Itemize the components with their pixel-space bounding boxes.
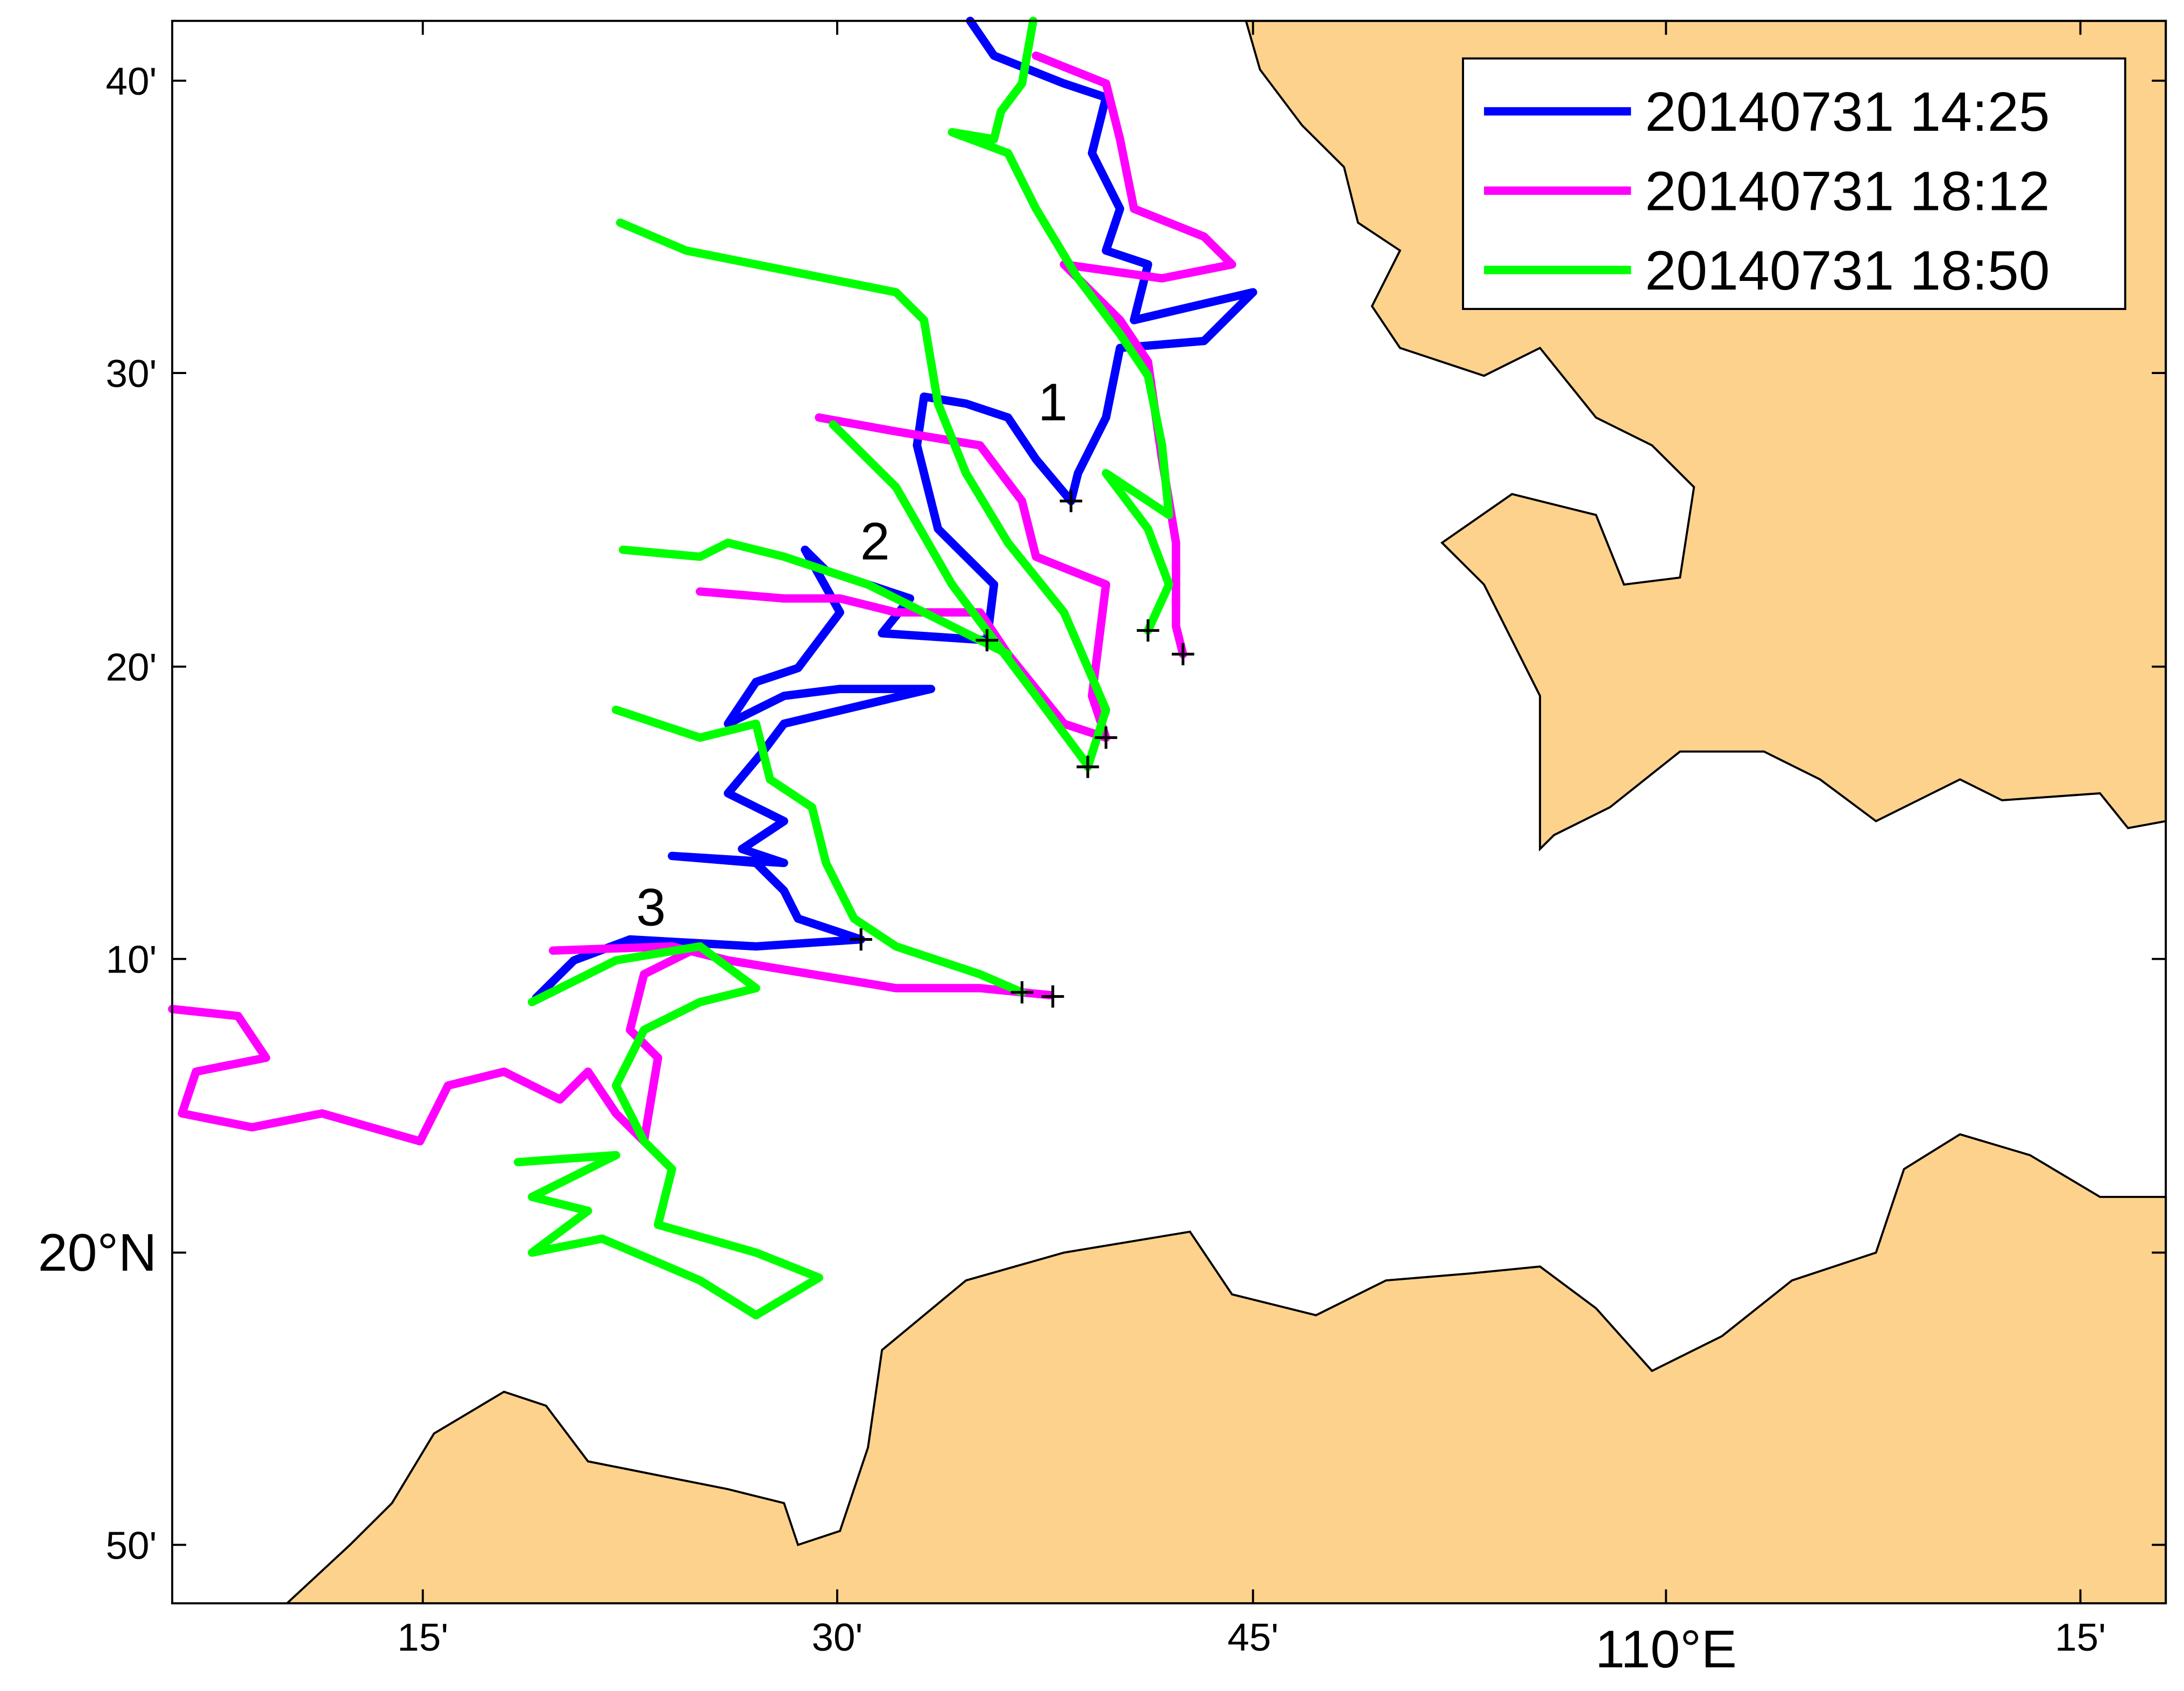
legend-label: 20140731 14:25 <box>1645 80 2049 143</box>
y-tick-label: 40' <box>105 60 157 103</box>
legend-label: 20140731 18:50 <box>1645 239 2049 301</box>
tracks-magenta <box>168 51 1236 1146</box>
y-tick-label: 30' <box>105 352 157 396</box>
track <box>696 587 1111 742</box>
frame <box>171 19 2167 1605</box>
annotation: 1 <box>1038 372 1068 432</box>
track <box>513 942 823 1320</box>
track <box>616 219 1111 771</box>
release-points <box>850 490 1195 1008</box>
y-tick-label: 50' <box>105 1524 157 1568</box>
track <box>948 17 1174 635</box>
annotation: 3 <box>636 878 666 937</box>
track <box>619 538 1013 659</box>
x-tick-label: 110°E <box>1595 1619 1737 1679</box>
y-tick-label: 10' <box>105 938 157 982</box>
track <box>548 942 1055 999</box>
x-tick-label: 45' <box>1227 1616 1278 1659</box>
legend: 20140731 14:25 20140731 18:12 20140731 18:… <box>1462 57 2126 311</box>
track <box>168 942 704 1146</box>
x-tick-label: 15' <box>2055 1616 2106 1659</box>
tracks-green <box>513 17 1174 1320</box>
track <box>612 706 1027 997</box>
annotation: 2 <box>860 512 890 571</box>
x-tick-label: 30' <box>811 1616 863 1659</box>
ticks: 15' 30' 45' 110°E 15' 40' 30' 20' 10' 20°N 50' <box>38 20 2166 1679</box>
legend-label: 20140731 18:12 <box>1645 160 2049 222</box>
track <box>913 17 1257 645</box>
legend-box <box>1462 57 2126 311</box>
y-tick-label: 20°N <box>38 1223 157 1282</box>
x-tick-label: 15' <box>397 1616 448 1659</box>
y-tick-label: 20' <box>105 646 157 689</box>
land-south <box>284 1133 2167 1605</box>
track <box>829 420 1092 770</box>
track <box>1031 51 1236 659</box>
